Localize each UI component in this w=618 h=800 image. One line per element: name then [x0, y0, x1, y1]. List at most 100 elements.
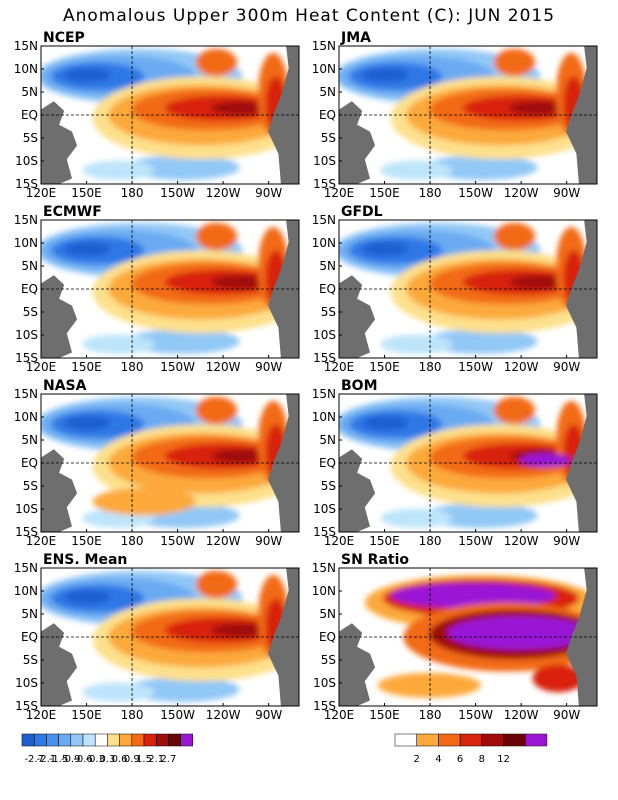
lat-tick-label: 10S [313, 502, 336, 516]
anomaly-field [41, 46, 299, 184]
lon-tick-label: 120W [206, 708, 241, 722]
lat-tick-label: EQ [21, 456, 38, 470]
lon-tick-label: 90W [255, 360, 282, 374]
lon-tick-label: 120W [504, 360, 539, 374]
colorbar-label: 12 [497, 754, 510, 765]
lon-tick-label: 120W [504, 534, 539, 548]
lat-tick-label: EQ [319, 630, 336, 644]
lat-tick-label: 5S [321, 479, 336, 493]
heat-colorbar: -2.7-2.1-1.5-0.9-0.6-0.30.30.60.91.52.12… [21, 733, 194, 765]
land-mass-west [41, 623, 78, 706]
colorbar-label: -2.7 [24, 754, 44, 765]
lon-tick-label: 120E [26, 360, 57, 374]
colorbar-swatch [394, 733, 417, 747]
lon-tick-label: 150E [369, 186, 400, 200]
lat-tick-label: EQ [319, 456, 336, 470]
panel-title: BOM [341, 378, 378, 394]
colorbar-label: 0.9 [124, 754, 140, 765]
lat-tick-label: 5N [21, 433, 38, 447]
lat-tick-label: 5N [21, 607, 38, 621]
panel-title: NCEP [43, 30, 85, 46]
lat-tick-label: 10N [14, 62, 38, 76]
lat-tick-label: 15N [14, 39, 38, 53]
panel-title: GFDL [341, 204, 383, 220]
lon-tick-label: 180 [419, 708, 442, 722]
colorbar-label: 2 [414, 754, 420, 765]
colorbar-label: -0.6 [73, 754, 93, 765]
lon-tick-label: 180 [121, 186, 144, 200]
lon-tick-label: 180 [419, 360, 442, 374]
colorbar-swatch [46, 733, 59, 747]
lat-tick-label: 10N [14, 584, 38, 598]
lat-tick-label: 15N [14, 387, 38, 401]
colorbar-label: -1.5 [49, 754, 69, 765]
lat-tick-label: 15S [15, 351, 38, 365]
lon-tick-label: 150W [458, 534, 493, 548]
lat-tick-label: 10S [15, 328, 38, 342]
anomaly-field [41, 568, 299, 706]
lon-tick-label: 120E [26, 534, 57, 548]
colorbar-label: 2.7 [160, 754, 176, 765]
colorbar-swatch [131, 733, 145, 747]
lat-tick-label: 10S [313, 676, 336, 690]
land-mass-west [339, 449, 376, 532]
lon-tick-label: 150W [458, 360, 493, 374]
lat-tick-label: 15S [313, 351, 336, 365]
colorbar-label: -0.9 [61, 754, 81, 765]
lat-tick-label: 5N [21, 85, 38, 99]
lon-tick-label: 120W [206, 534, 241, 548]
lon-tick-label: 150E [71, 360, 102, 374]
lon-tick-label: 120E [324, 186, 355, 200]
colorbar-swatch [70, 733, 84, 747]
panel-title: NASA [43, 378, 87, 394]
lat-tick-label: 10S [15, 154, 38, 168]
sn-colorbar: 2 4 6 8 12 [394, 733, 548, 765]
lat-tick-label: EQ [21, 630, 38, 644]
lon-tick-label: 150W [160, 534, 195, 548]
lat-tick-label: 10N [312, 62, 336, 76]
lon-tick-label: 150E [369, 708, 400, 722]
colorbar-swatch [82, 733, 96, 747]
lat-tick-label: 15N [312, 561, 336, 575]
lat-tick-label: 5S [23, 479, 38, 493]
lon-tick-label: 120E [324, 360, 355, 374]
lat-tick-label: 10S [313, 328, 336, 342]
lat-tick-label: 15S [313, 177, 336, 191]
colorbar-label: 4 [435, 754, 441, 765]
land-mass-west [339, 101, 376, 184]
lon-tick-label: 120W [206, 186, 241, 200]
lon-tick-label: 150E [71, 186, 102, 200]
colorbar-swatch [143, 733, 157, 747]
anomaly-field [41, 220, 299, 358]
lat-tick-label: 5S [23, 131, 38, 145]
lat-tick-label: 15S [313, 525, 336, 539]
lon-tick-label: 180 [121, 708, 144, 722]
lat-tick-label: 15N [312, 213, 336, 227]
lat-tick-label: 5S [321, 653, 336, 667]
lat-tick-label: 15S [15, 699, 38, 713]
colorbar-swatch [168, 733, 181, 747]
colorbar-label: 0.6 [112, 754, 128, 765]
lat-tick-label: 15N [312, 39, 336, 53]
lon-tick-label: 180 [419, 534, 442, 548]
lat-tick-label: 10N [14, 410, 38, 424]
lon-tick-label: 150W [160, 360, 195, 374]
land-mass-west [339, 623, 376, 706]
lon-tick-label: 150E [71, 708, 102, 722]
lon-tick-label: 150E [369, 360, 400, 374]
panel-title: JMA [340, 30, 371, 46]
lon-tick-label: 90W [553, 708, 580, 722]
lat-tick-label: 10N [14, 236, 38, 250]
colorbar-label: -0.3 [85, 754, 105, 765]
lat-tick-label: 15S [15, 525, 38, 539]
lat-tick-label: 5N [319, 433, 336, 447]
land-mass-west [41, 101, 78, 184]
lon-tick-label: 90W [553, 186, 580, 200]
lon-tick-label: 180 [419, 186, 442, 200]
colorbar-label: 2.1 [148, 754, 164, 765]
lon-tick-label: 90W [553, 534, 580, 548]
